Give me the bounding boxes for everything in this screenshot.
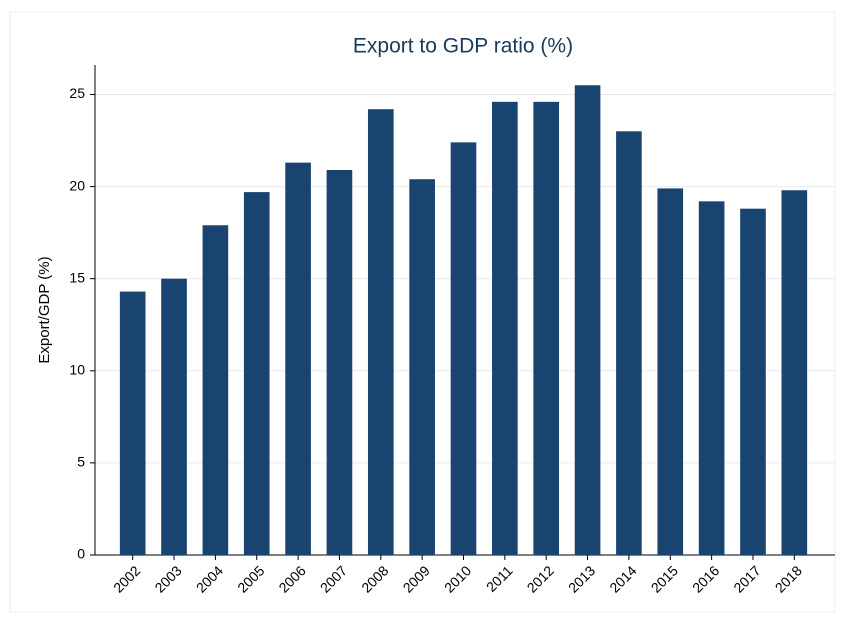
chart-title: Export to GDP ratio (%) <box>353 35 573 58</box>
bar <box>326 170 353 555</box>
bar <box>574 85 601 556</box>
y-axis-label: Export/GDP (%) <box>36 256 53 363</box>
bar <box>243 192 270 555</box>
bar <box>533 101 560 555</box>
bar <box>616 131 642 555</box>
bar <box>450 142 477 556</box>
bar <box>409 179 435 556</box>
bar <box>781 190 808 555</box>
bar <box>740 208 766 555</box>
bar <box>285 162 311 555</box>
y-tick-label: 0 <box>77 546 85 562</box>
y-tick-label: 15 <box>69 269 85 285</box>
bar <box>657 188 684 555</box>
y-tick-label: 10 <box>69 361 85 377</box>
bar <box>367 109 394 556</box>
y-tick-label: 25 <box>69 85 85 101</box>
bar <box>119 291 146 555</box>
bar <box>161 278 187 555</box>
bar <box>492 101 518 555</box>
y-tick-label: 20 <box>69 177 85 193</box>
bar <box>202 225 229 555</box>
bar <box>698 201 725 555</box>
y-tick-label: 5 <box>77 454 85 470</box>
